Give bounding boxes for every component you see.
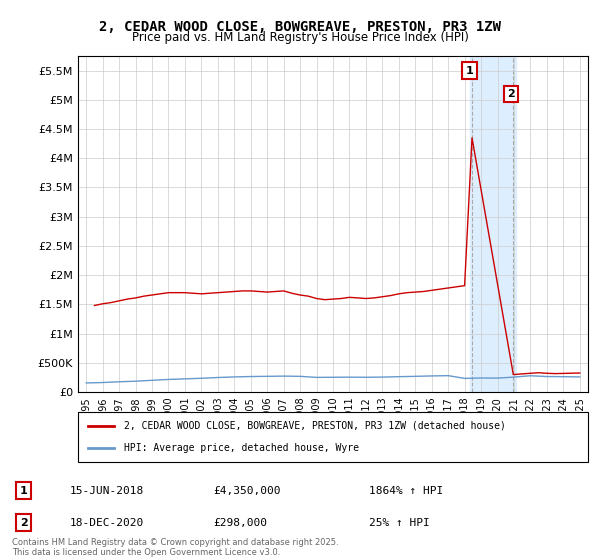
Text: 2, CEDAR WOOD CLOSE, BOWGREAVE, PRESTON, PR3 1ZW: 2, CEDAR WOOD CLOSE, BOWGREAVE, PRESTON,…	[99, 20, 501, 34]
Text: 2: 2	[507, 89, 515, 99]
Text: HPI: Average price, detached house, Wyre: HPI: Average price, detached house, Wyre	[124, 443, 359, 453]
Text: 1: 1	[20, 486, 28, 496]
Text: 1864% ↑ HPI: 1864% ↑ HPI	[369, 486, 443, 496]
Text: 2, CEDAR WOOD CLOSE, BOWGREAVE, PRESTON, PR3 1ZW (detached house): 2, CEDAR WOOD CLOSE, BOWGREAVE, PRESTON,…	[124, 421, 506, 431]
Text: 15-JUN-2018: 15-JUN-2018	[70, 486, 144, 496]
Text: 18-DEC-2020: 18-DEC-2020	[70, 518, 144, 528]
Text: 2: 2	[20, 518, 28, 528]
Text: £4,350,000: £4,350,000	[214, 486, 281, 496]
Text: 1: 1	[466, 66, 473, 76]
Text: Price paid vs. HM Land Registry's House Price Index (HPI): Price paid vs. HM Land Registry's House …	[131, 31, 469, 44]
Text: 25% ↑ HPI: 25% ↑ HPI	[369, 518, 430, 528]
Text: Contains HM Land Registry data © Crown copyright and database right 2025.
This d: Contains HM Land Registry data © Crown c…	[12, 538, 338, 557]
Bar	[470, 56, 515, 392]
Text: £298,000: £298,000	[214, 518, 268, 528]
